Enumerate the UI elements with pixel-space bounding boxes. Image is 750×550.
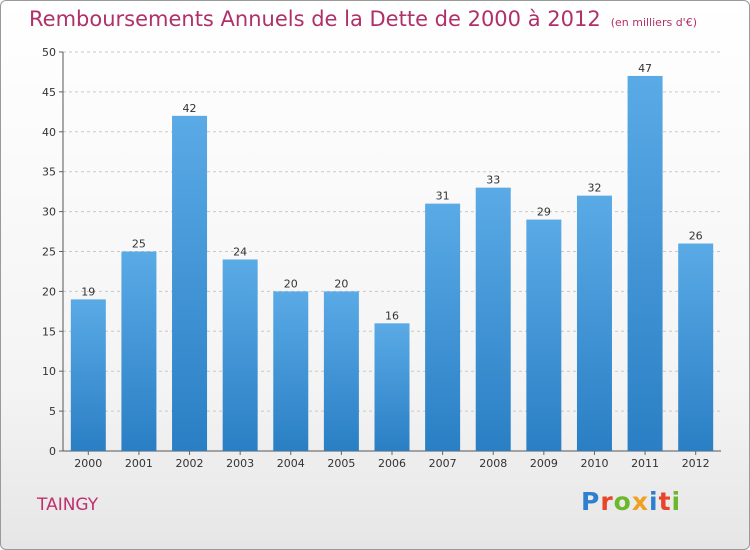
logo-letter: i [649,487,659,516]
y-tick-label: 30 [42,206,56,219]
data-label-2008: 33 [486,174,500,187]
x-tick-label-2003: 2003 [226,457,254,470]
bar-2001 [121,251,157,451]
x-tick-label-2001: 2001 [125,457,153,470]
x-tick-label-2011: 2011 [631,457,659,470]
bar-2000 [70,299,106,451]
x-tick-label-2000: 2000 [74,457,102,470]
data-label-2012: 26 [689,230,703,243]
bar-2002 [172,115,208,451]
bar-2012 [678,243,714,451]
x-tick-label-2004: 2004 [277,457,305,470]
logo-letter: i [671,487,682,516]
x-tick-label-2012: 2012 [682,457,710,470]
data-label-2006: 16 [385,309,399,322]
data-label-2002: 42 [183,102,197,115]
bar-2004 [273,291,309,451]
bar-2005 [323,291,359,451]
x-tick-label-2007: 2007 [429,457,457,470]
data-label-2000: 19 [81,285,95,298]
bar-2003 [222,259,258,451]
y-tick-label: 50 [42,46,56,59]
y-tick-label: 10 [42,365,56,378]
x-tick-label-2009: 2009 [530,457,558,470]
chart-title-text: Remboursements Annuels de la Dette de 20… [29,7,601,31]
logo-letter: r [600,487,614,516]
x-tick-label-2010: 2010 [580,457,608,470]
logo-letter: o [613,487,632,516]
data-label-2011: 47 [638,62,652,75]
y-tick-label: 15 [42,325,56,338]
y-tick-label: 5 [49,405,56,418]
y-tick-label: 25 [42,246,56,259]
data-label-2005: 20 [334,277,348,290]
data-label-2004: 20 [284,277,298,290]
logo-letter: t [658,487,672,516]
data-label-2001: 25 [132,238,146,251]
y-tick-label: 35 [42,166,56,179]
logo-letter: P [581,487,601,516]
y-tick-label: 20 [42,285,56,298]
bar-2009 [526,219,562,451]
x-tick-label-2002: 2002 [176,457,204,470]
data-label-2010: 32 [587,182,601,195]
data-label-2003: 24 [233,245,247,258]
bar-2010 [576,195,612,451]
chart-subtitle: (en milliers d'€) [610,16,697,29]
bar-2008 [475,187,511,451]
y-tick-label: 45 [42,86,56,99]
bar-2007 [425,203,461,451]
x-tick-label-2005: 2005 [327,457,355,470]
bar-2011 [627,75,663,451]
bar-2006 [374,323,410,451]
town-name: TAINGY [37,495,99,515]
proxiti-logo: Proxiti [581,487,681,516]
x-tick-label-2008: 2008 [479,457,507,470]
y-tick-label: 40 [42,126,56,139]
data-label-2007: 31 [436,190,450,203]
data-label-2009: 29 [537,206,551,219]
logo-letter: x [631,487,649,516]
x-tick-label-2006: 2006 [378,457,406,470]
y-tick-label: 0 [49,445,56,458]
chart-title: Remboursements Annuels de la Dette de 20… [29,7,697,31]
